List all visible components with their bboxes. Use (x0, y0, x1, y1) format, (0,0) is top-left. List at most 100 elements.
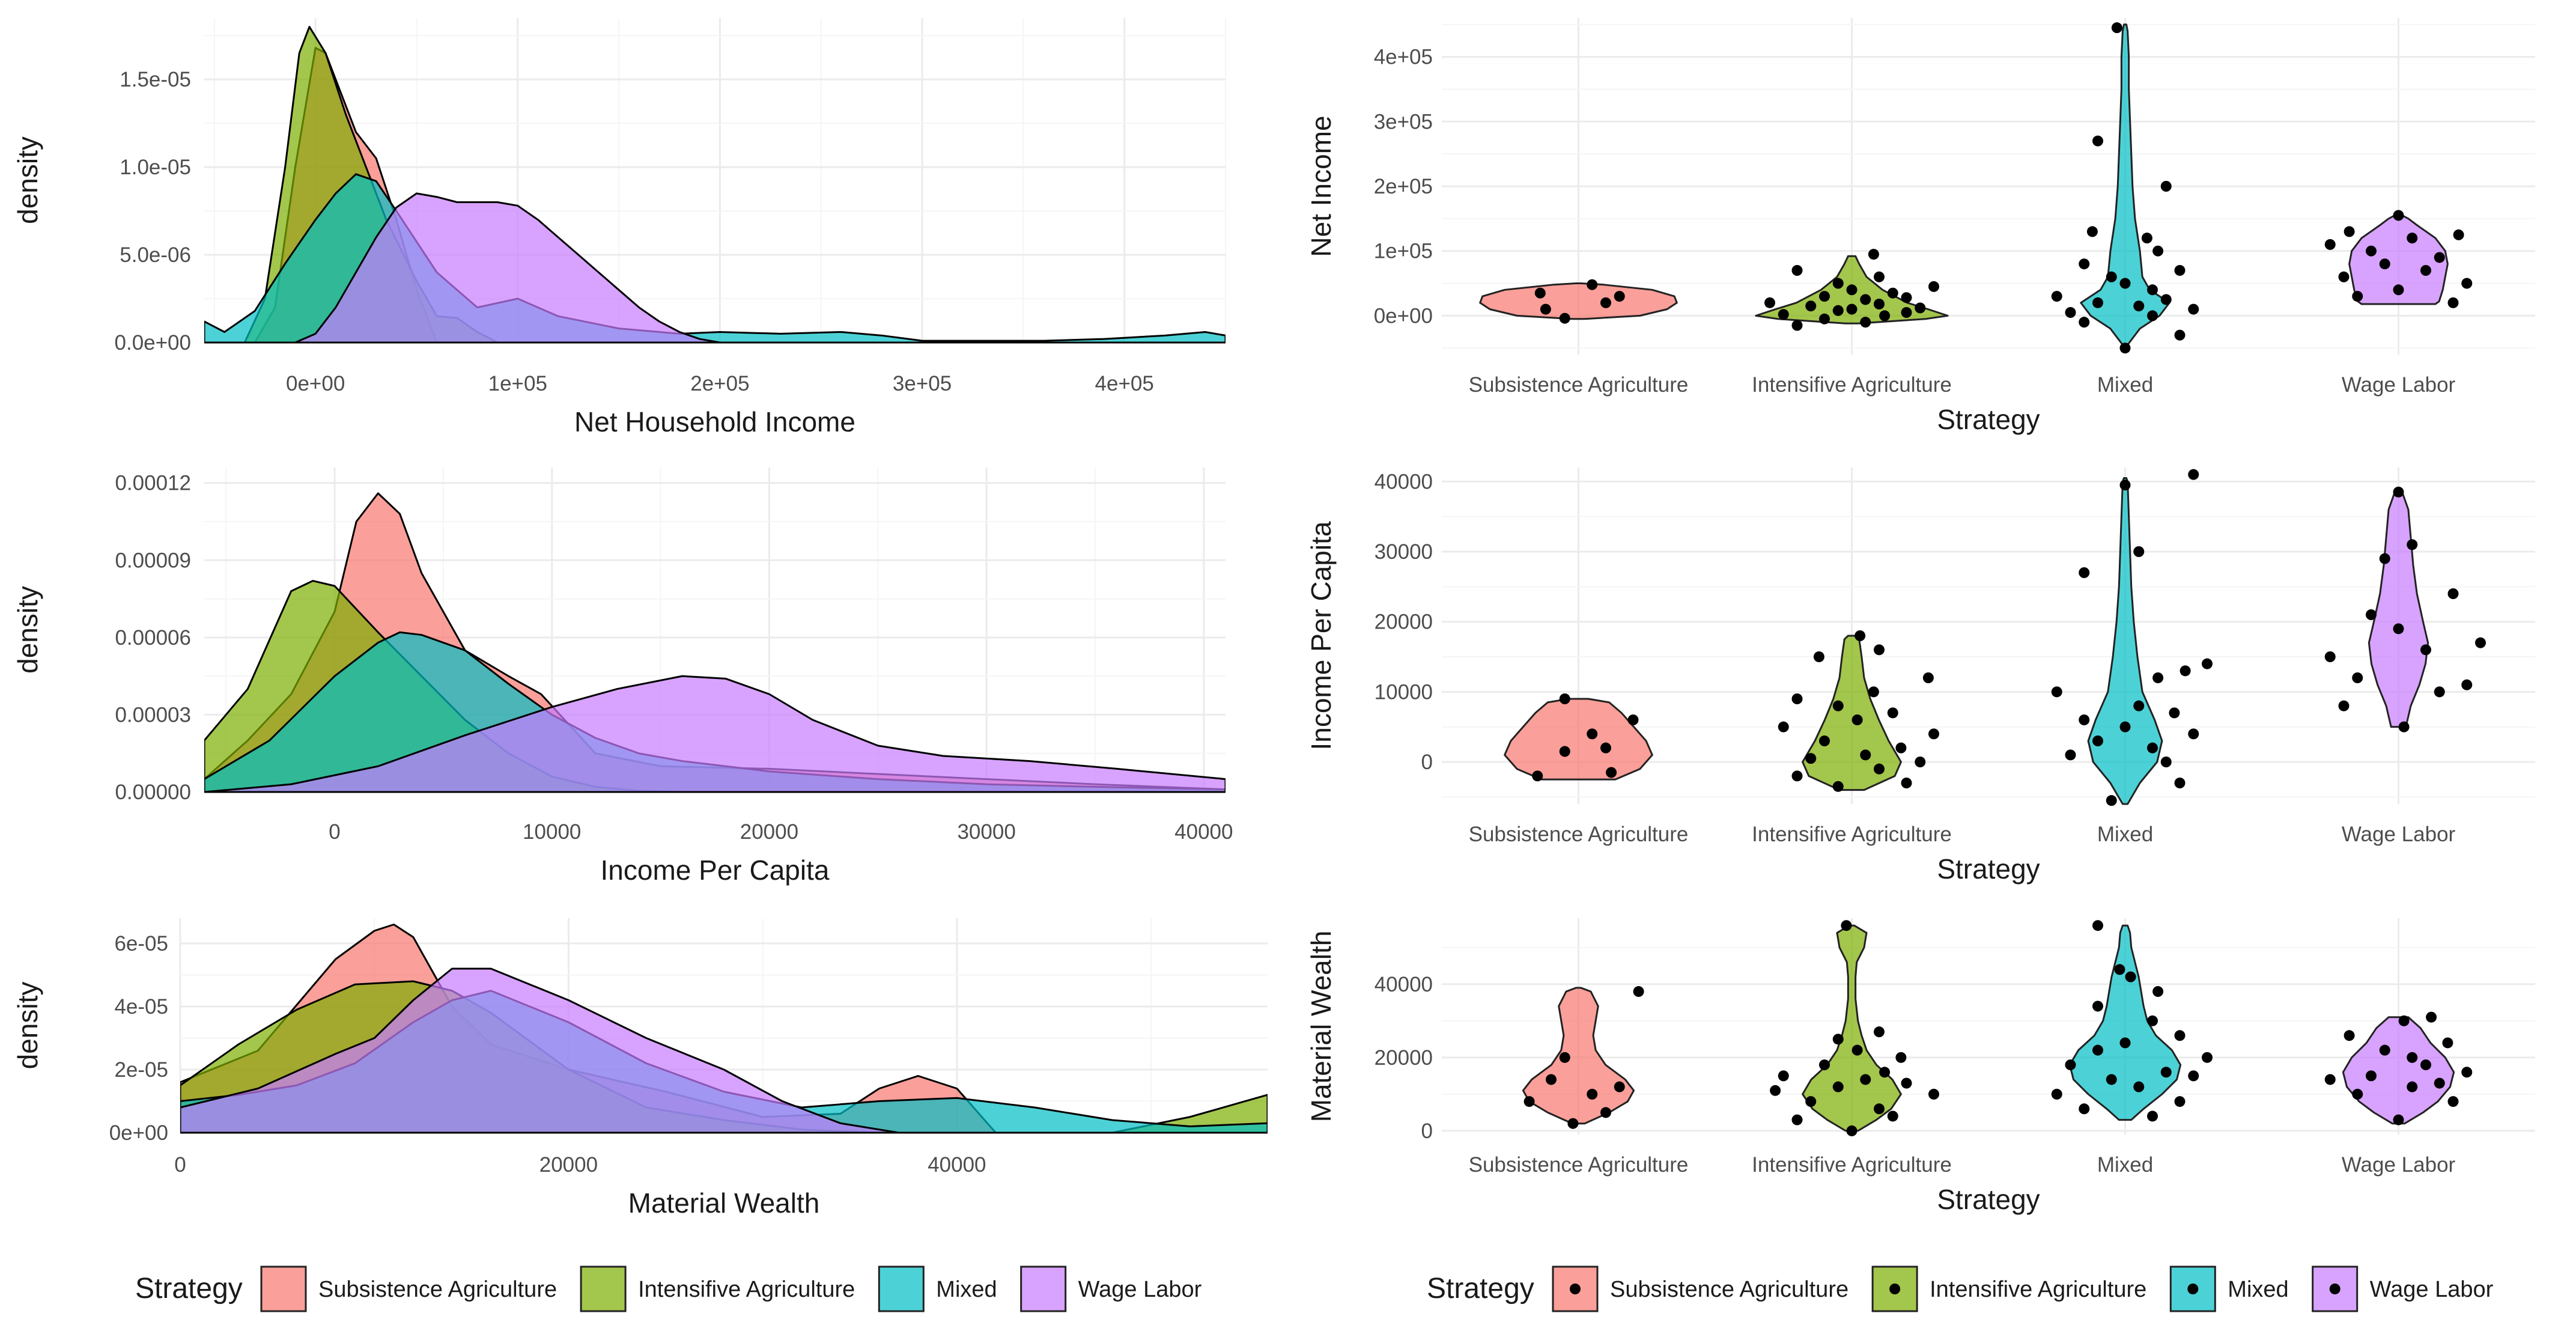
legend-dot (1570, 1284, 1581, 1294)
violin-material-wealth-plot (1522, 920, 2473, 1136)
data-point (2461, 679, 2473, 690)
y-axis-title: Net Income (1305, 115, 1337, 257)
data-point (1895, 742, 1907, 754)
x-axis-title: Strategy (1937, 404, 2040, 435)
data-point (2366, 609, 2377, 620)
y-tick-label: 20000 (1375, 1046, 1433, 1070)
data-point (2133, 1081, 2145, 1092)
violin-3 (2068, 924, 2182, 1121)
data-point (1832, 700, 1844, 711)
data-point (2475, 637, 2486, 648)
data-point (2366, 1070, 2377, 1082)
data-point (2106, 1074, 2117, 1085)
data-point (1901, 292, 1912, 303)
data-point (1559, 693, 1570, 704)
density-curve-4 (294, 192, 721, 344)
data-point (1791, 693, 1803, 704)
data-point (2125, 971, 2136, 982)
data-point (2065, 307, 2076, 318)
data-point (1874, 1026, 1885, 1038)
data-point (2180, 665, 2191, 677)
data-point (2202, 658, 2213, 669)
data-point (2169, 707, 2180, 719)
data-point (2079, 1103, 2090, 1115)
x-axis-title: Strategy (1937, 853, 2040, 885)
legend-right: Strategy Subsistence Agriculture Intensifi… (1427, 1266, 2494, 1312)
data-point (2065, 749, 2076, 761)
legend-label: Wage Labor (1078, 1277, 1202, 1302)
data-point (1546, 1074, 1557, 1085)
data-point (1846, 1125, 1858, 1136)
data-point (2393, 210, 2404, 221)
data-point (2133, 546, 2145, 557)
data-point (1813, 651, 1824, 662)
violin-income-per-capita-panel: Subsistence Agriculture Intensifive Agric… (1305, 468, 2535, 885)
data-point (1778, 721, 1789, 733)
data-point (1540, 303, 1551, 315)
y-axis-title: Material Wealth (1305, 931, 1337, 1122)
data-point (1559, 312, 1570, 324)
data-point (2407, 539, 2418, 550)
data-point (1567, 1118, 1579, 1129)
violin-income-per-capita-plot (1504, 469, 2486, 806)
data-point (2352, 291, 2363, 302)
density-income-per-capita-plot (204, 492, 1226, 793)
data-point (1606, 767, 1617, 778)
data-point (1600, 742, 1611, 754)
data-point (2338, 700, 2350, 711)
data-point (1874, 763, 1885, 775)
data-point (1523, 1096, 1535, 1107)
data-point (2447, 1096, 2459, 1107)
legend-label: Intensifive Agriculture (1930, 1277, 2146, 1302)
legend-key (878, 1266, 925, 1312)
data-point (1855, 630, 1866, 641)
y-tick-label: 3e+05 (1374, 110, 1433, 133)
data-point (1791, 265, 1803, 276)
data-point (1887, 707, 1898, 719)
y-tick-label: 5.0e-06 (120, 243, 191, 267)
y-tick-label: 1.5e-05 (120, 68, 191, 91)
violin-net-income-plot (1479, 22, 2473, 354)
data-point (2106, 271, 2117, 282)
data-point (2324, 651, 2336, 662)
data-point (2174, 329, 2186, 341)
y-tick-label: 2e+05 (1374, 175, 1433, 198)
x-tick-label: 2e+05 (690, 372, 749, 395)
data-point (2174, 265, 2186, 276)
data-point (2379, 1044, 2390, 1056)
legend-key (2169, 1266, 2216, 1312)
x-tick-label: 20000 (539, 1153, 598, 1177)
data-point (2188, 1070, 2199, 1082)
data-point (2160, 757, 2172, 767)
data-point (1879, 310, 1891, 321)
data-point (2442, 1037, 2453, 1049)
y-tick-label: 10000 (1375, 680, 1433, 704)
data-point (1778, 1070, 1789, 1082)
data-point (1614, 291, 1625, 302)
y-tick-label: 0.0e+00 (115, 331, 192, 355)
data-point (2160, 181, 2172, 192)
data-point (2188, 303, 2199, 315)
violin-3 (2080, 23, 2170, 346)
data-point (2065, 1059, 2076, 1071)
data-point (2119, 343, 2131, 354)
data-point (1860, 294, 1871, 305)
data-point (1791, 320, 1803, 331)
data-point (2398, 721, 2410, 733)
data-point (1901, 1077, 1912, 1089)
data-point (2147, 1110, 2158, 1122)
data-point (2379, 258, 2390, 270)
data-point (2188, 728, 2199, 740)
data-point (2393, 486, 2404, 498)
data-point (2147, 284, 2158, 296)
data-point (2051, 291, 2062, 302)
density-income-per-capita-panel: 0 10000 20000 30000 40000 0.00000 0.00003 0.000… (12, 468, 1233, 886)
data-point (1901, 307, 1912, 318)
data-point (2420, 265, 2431, 276)
y-tick-label: 1e+05 (1374, 240, 1433, 263)
data-point (1874, 271, 1885, 282)
data-point (2147, 1015, 2158, 1026)
data-point (1832, 278, 1844, 289)
violin-net-income-panel: Subsistence Agriculture Intensifive Agric… (1305, 18, 2535, 435)
x-tick-label: 1e+05 (488, 372, 547, 395)
